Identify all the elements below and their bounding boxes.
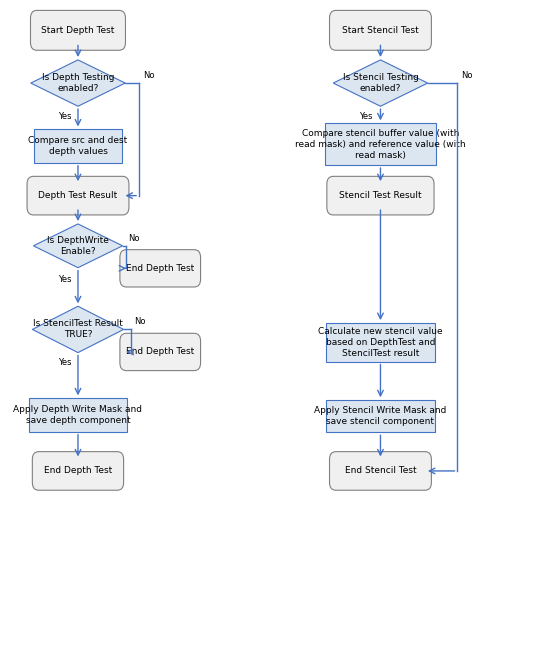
- Text: Compare stencil buffer value (with
read mask) and reference value (with
read mas: Compare stencil buffer value (with read …: [295, 129, 466, 160]
- FancyBboxPatch shape: [120, 333, 200, 371]
- Text: Stencil Test Result: Stencil Test Result: [339, 191, 422, 200]
- Text: End Depth Test: End Depth Test: [126, 348, 194, 357]
- FancyBboxPatch shape: [120, 249, 200, 287]
- Polygon shape: [333, 60, 428, 106]
- Text: Depth Test Result: Depth Test Result: [38, 191, 117, 200]
- Polygon shape: [31, 60, 125, 106]
- Text: Apply Stencil Write Mask and
save stencil component: Apply Stencil Write Mask and save stenci…: [314, 406, 447, 426]
- FancyBboxPatch shape: [31, 10, 126, 50]
- FancyBboxPatch shape: [32, 452, 124, 490]
- Text: No: No: [461, 71, 473, 80]
- Text: No: No: [134, 317, 145, 326]
- Text: Is StencilTest Result
TRUE?: Is StencilTest Result TRUE?: [33, 319, 123, 340]
- Text: Yes: Yes: [58, 112, 71, 121]
- FancyBboxPatch shape: [29, 398, 127, 432]
- FancyBboxPatch shape: [326, 323, 435, 362]
- Text: Apply Depth Write Mask and
save depth component: Apply Depth Write Mask and save depth co…: [14, 405, 143, 425]
- Text: End Depth Test: End Depth Test: [44, 466, 112, 475]
- Text: No: No: [143, 71, 154, 80]
- Text: Is DepthWrite
Enable?: Is DepthWrite Enable?: [47, 236, 109, 256]
- Text: Compare src and dest
depth values: Compare src and dest depth values: [29, 136, 127, 156]
- Text: Yes: Yes: [58, 275, 71, 284]
- Text: Start Depth Test: Start Depth Test: [41, 26, 115, 35]
- Text: No: No: [128, 234, 140, 243]
- Text: Is Stencil Testing
enabled?: Is Stencil Testing enabled?: [343, 73, 418, 93]
- Text: Is Depth Testing
enabled?: Is Depth Testing enabled?: [42, 73, 114, 93]
- FancyBboxPatch shape: [27, 176, 129, 215]
- Text: Yes: Yes: [58, 359, 71, 368]
- Polygon shape: [33, 224, 122, 267]
- FancyBboxPatch shape: [329, 10, 432, 50]
- Text: Yes: Yes: [359, 112, 372, 121]
- FancyBboxPatch shape: [325, 123, 436, 165]
- Polygon shape: [32, 306, 124, 353]
- Text: End Depth Test: End Depth Test: [126, 264, 194, 273]
- FancyBboxPatch shape: [329, 452, 432, 490]
- FancyBboxPatch shape: [326, 400, 435, 432]
- FancyBboxPatch shape: [327, 176, 434, 215]
- FancyBboxPatch shape: [34, 129, 122, 163]
- Text: End Stencil Test: End Stencil Test: [345, 466, 416, 475]
- Text: Calculate new stencil value
based on DepthTest and
StencilTest result: Calculate new stencil value based on Dep…: [318, 327, 442, 358]
- Text: Start Stencil Test: Start Stencil Test: [342, 26, 419, 35]
